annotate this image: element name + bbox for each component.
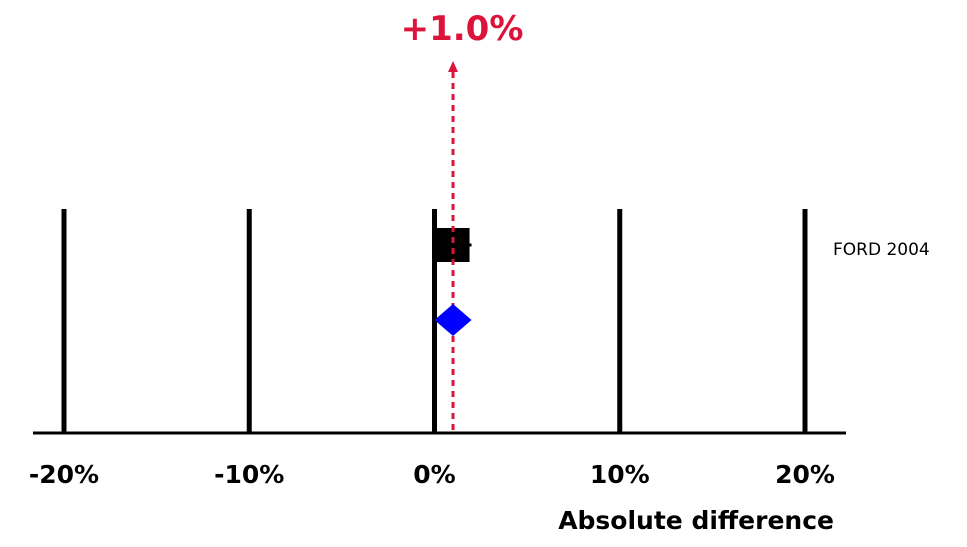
x-tick-labels: -20% -10% 0% 10% 20%	[29, 460, 835, 489]
study-point-marker	[434, 228, 470, 262]
x-tick-label: 10%	[590, 460, 650, 489]
study-label: FORD 2004	[833, 240, 930, 260]
pooled-estimate	[434, 61, 472, 435]
pooled-estimate-diamond	[434, 304, 472, 336]
pooled-estimate-label: +1.0%	[401, 9, 524, 49]
x-axis-title: Absolute difference	[558, 506, 834, 535]
x-tick-label: -10%	[214, 460, 284, 489]
study-rows: FORD 2004	[434, 228, 930, 262]
pooled-estimate-arrow	[448, 61, 459, 72]
x-tick-label: -20%	[29, 460, 99, 489]
x-tick-label: 0%	[413, 460, 455, 489]
x-tick-label: 20%	[775, 460, 835, 489]
